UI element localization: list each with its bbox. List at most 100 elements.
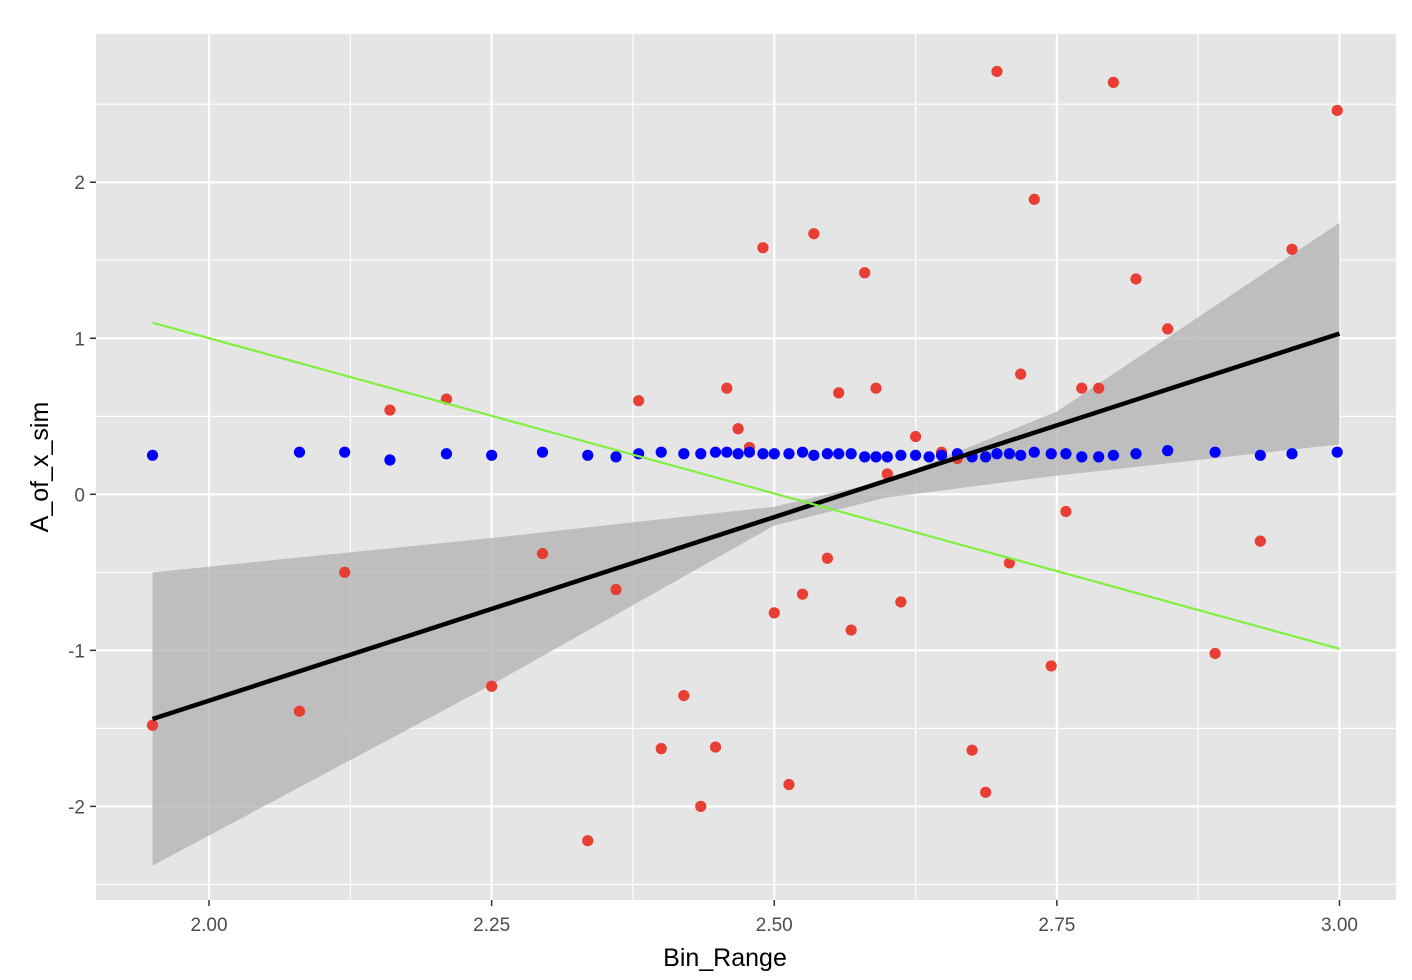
blue-data-point bbox=[678, 448, 690, 460]
blue-data-point bbox=[721, 446, 733, 458]
blue-data-point bbox=[1045, 448, 1057, 460]
blue-data-point bbox=[1209, 446, 1221, 458]
lines-layer bbox=[151, 321, 1341, 722]
red-data-point bbox=[1130, 273, 1142, 285]
y-tick-label: 0 bbox=[74, 485, 85, 506]
x-tick-label: 2.00 bbox=[191, 915, 228, 936]
blue-data-point bbox=[709, 446, 722, 458]
x-tick-label: 3.00 bbox=[1321, 915, 1358, 936]
red-data-point bbox=[536, 548, 549, 560]
y-axis-ticks: -2 -1 0 1 2 bbox=[68, 173, 96, 818]
red-data-point bbox=[966, 744, 978, 756]
red-data-point bbox=[732, 423, 744, 435]
blue-data-point bbox=[833, 448, 845, 460]
blue-data-point bbox=[923, 451, 935, 463]
red-data-point bbox=[821, 552, 833, 564]
blue-data-point bbox=[1060, 448, 1072, 460]
red-data-point bbox=[339, 566, 351, 578]
blue-data-point bbox=[1130, 448, 1142, 460]
blue-data-point bbox=[1286, 448, 1298, 460]
red-data-point bbox=[895, 596, 907, 608]
red-data-point bbox=[1254, 535, 1266, 547]
x-tick-label: 2.50 bbox=[756, 915, 793, 936]
blue-data-point bbox=[1003, 448, 1015, 460]
red-data-point bbox=[768, 607, 780, 619]
red-data-point bbox=[1045, 660, 1057, 672]
blue-data-point bbox=[808, 449, 820, 461]
blue-data-point bbox=[870, 451, 882, 463]
red-data-point bbox=[582, 835, 594, 847]
red-data-point bbox=[486, 680, 498, 692]
x-axis-ticks: 2.00 2.25 2.50 2.75 3.00 bbox=[191, 900, 1358, 936]
y-axis-title: A_of_x_sim bbox=[26, 402, 54, 533]
red-data-point bbox=[721, 382, 733, 394]
x-axis-title: Bin_Range bbox=[663, 944, 787, 972]
blue-data-point bbox=[146, 449, 159, 461]
blue-data-point bbox=[1093, 451, 1105, 463]
blue-data-point bbox=[768, 448, 780, 460]
red-data-point bbox=[1076, 382, 1088, 394]
confidence-band-layer bbox=[152, 222, 1340, 866]
blue-data-point bbox=[582, 449, 594, 461]
red-data-point bbox=[796, 588, 809, 600]
blue-data-point bbox=[339, 446, 351, 458]
red-data-point bbox=[1331, 104, 1343, 117]
blue-data-point bbox=[610, 451, 622, 463]
red-data-point bbox=[783, 778, 795, 791]
green-line bbox=[152, 321, 1340, 650]
blue-data-point bbox=[821, 448, 833, 460]
red-data-point bbox=[881, 468, 893, 480]
regression-line bbox=[151, 331, 1341, 722]
blue-data-point bbox=[796, 446, 809, 458]
blue-data-point bbox=[783, 448, 795, 460]
blue-data-point bbox=[909, 449, 922, 461]
blue-data-point bbox=[732, 448, 744, 460]
y-tick-label: 2 bbox=[74, 173, 85, 194]
red-data-point bbox=[808, 228, 820, 240]
blue-data-point bbox=[486, 449, 498, 461]
red-data-point bbox=[991, 65, 1003, 78]
red-data-point bbox=[1060, 505, 1072, 518]
blue-data-point bbox=[845, 448, 857, 460]
blue-data-point bbox=[859, 451, 871, 463]
red-data-point bbox=[633, 395, 645, 407]
confidence-band bbox=[152, 222, 1340, 866]
blue-data-point bbox=[1162, 445, 1174, 457]
y-tick-label: -2 bbox=[68, 797, 85, 818]
red-data-point bbox=[1162, 323, 1174, 335]
minor-gridlines bbox=[96, 34, 1396, 900]
y-tick-label: -1 bbox=[68, 641, 85, 662]
blue-data-point bbox=[293, 446, 306, 458]
red-data-point bbox=[384, 404, 396, 416]
red-data-point bbox=[757, 242, 769, 254]
blue-data-point bbox=[1028, 446, 1040, 458]
red-data-point bbox=[293, 705, 306, 717]
red-data-point bbox=[146, 719, 159, 731]
red-data-point bbox=[1028, 193, 1040, 205]
red-data-point bbox=[655, 743, 667, 755]
red-data-point bbox=[833, 387, 845, 399]
red-data-point bbox=[1286, 243, 1298, 255]
blue-data-point bbox=[757, 448, 769, 460]
blue-data-point bbox=[743, 446, 755, 458]
blue-data-point bbox=[881, 451, 893, 463]
red-data-point bbox=[1107, 76, 1119, 88]
blue-data-point bbox=[695, 448, 707, 460]
red-data-point bbox=[1093, 382, 1105, 394]
blue-data-point bbox=[935, 449, 948, 461]
x-tick-label: 2.75 bbox=[1038, 915, 1075, 936]
red-data-point bbox=[610, 583, 622, 596]
red-data-point bbox=[980, 786, 992, 798]
blue-data-point bbox=[655, 446, 667, 458]
blue-data-point bbox=[384, 454, 396, 466]
red-data-point bbox=[870, 382, 882, 394]
red-data-point bbox=[845, 624, 857, 636]
blue-points-layer bbox=[146, 445, 1343, 466]
red-data-point bbox=[1015, 368, 1027, 380]
red-data-point bbox=[859, 267, 871, 279]
blue-data-point bbox=[1254, 449, 1266, 461]
blue-data-point bbox=[1076, 451, 1088, 463]
red-data-point bbox=[909, 430, 922, 443]
red-data-point bbox=[709, 741, 722, 753]
